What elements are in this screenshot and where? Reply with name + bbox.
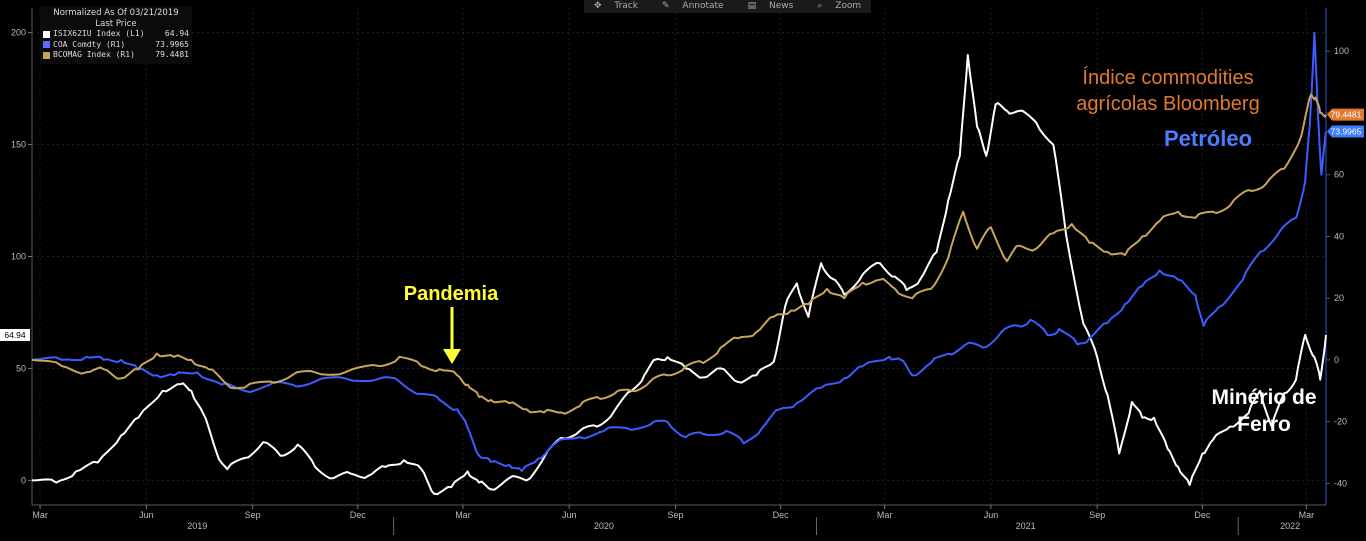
right-tick-label: 20 xyxy=(1334,293,1344,303)
legend-swatch xyxy=(43,30,50,38)
x-year-label: 2020 xyxy=(594,521,614,531)
left-last-value-tag xyxy=(0,328,30,341)
x-tick-label: Dec xyxy=(1194,510,1211,520)
left-tick-label: 100 xyxy=(11,252,26,262)
legend-swatch xyxy=(43,51,50,59)
last-value-tags: 64.94 79.4481 73.9965 xyxy=(0,108,1364,341)
news-icon: ▤ xyxy=(747,1,757,11)
left-axis-ticks: 0 50 100 150 200 xyxy=(11,28,32,485)
chart-grid xyxy=(32,8,1326,505)
legend-series-value: 73.9965 xyxy=(155,39,189,49)
left-tick-label: 200 xyxy=(11,28,26,38)
news-button[interactable]: ▤ News xyxy=(738,0,804,13)
x-year-label: 2019 xyxy=(187,521,207,531)
left-last-value-text: 64.94 xyxy=(4,330,26,340)
x-tick-label: Jun xyxy=(139,510,154,520)
legend-series-name: COA Comdty (R1) xyxy=(53,39,126,49)
x-year-label: 2022 xyxy=(1280,521,1300,531)
x-tick-label: Mar xyxy=(32,510,48,520)
right-tick-label: -20 xyxy=(1334,417,1347,427)
series-lines xyxy=(31,31,1327,496)
x-tick-label: Dec xyxy=(350,510,367,520)
legend-row: COA Comdty (R1) 73.9965 xyxy=(43,40,189,51)
right-tick-label: 60 xyxy=(1334,170,1344,180)
left-tick-label: 50 xyxy=(16,363,26,373)
legend-series-value: 79.4481 xyxy=(155,50,189,59)
track-label: Track xyxy=(614,1,638,11)
zoom-label: Zoom xyxy=(835,1,862,11)
chart-legend: Normalized As Of 03/21/2019 Last Price I… xyxy=(40,6,192,64)
right-tick-label: 100 xyxy=(1334,46,1349,56)
magnifier-icon: ⌕ xyxy=(817,1,823,11)
right-tick-label: 0 xyxy=(1334,355,1339,365)
x-tick-label: Jun xyxy=(984,510,999,520)
iron-ore-label-line2: Ferro xyxy=(1237,413,1291,436)
right-tick-label: 40 xyxy=(1334,231,1344,241)
legend-row: BCOMAG Index (R1) 79.4481 xyxy=(43,50,189,61)
ag-index-label-line2: agrícolas Bloomberg xyxy=(1076,93,1259,115)
legend-header-normalized: Normalized As Of 03/21/2019 xyxy=(53,8,179,18)
ag-index-label-line1: Índice commodities xyxy=(1082,66,1253,89)
left-tick-label: 0 xyxy=(21,475,26,485)
news-label: News xyxy=(768,1,794,11)
pandemia-arrow xyxy=(443,307,461,364)
x-axis-ticks: Mar Jun Sep Dec Mar Jun Sep Dec Mar Jun Sep Dec Mar2… xyxy=(32,505,1314,535)
chart-toolbar: ✥ Track ✎ Annotate ▤ News ⌕ Zoom xyxy=(584,0,872,13)
pencil-icon: ✎ xyxy=(661,1,670,11)
x-tick-label: Mar xyxy=(1299,510,1315,520)
series-line-isix62iu-index xyxy=(31,54,1327,496)
x-year-label: 2021 xyxy=(1016,521,1036,531)
series-line-bcomag-index xyxy=(31,93,1327,415)
right-last-value-tag xyxy=(1327,125,1364,138)
iron-ore-label-line1: Minério de xyxy=(1211,386,1316,409)
x-tick-label: Mar xyxy=(877,510,893,520)
annotate-button[interactable]: ✎ Annotate xyxy=(652,0,734,13)
x-tick-label: Dec xyxy=(773,510,790,520)
right-last-value-text: 73.9965 xyxy=(1331,126,1362,136)
legend-header-last-price: Last Price xyxy=(95,18,137,29)
legend-row: ISIX62IU Index (L1) 64.94 xyxy=(43,29,189,40)
right-last-value-text: 79.4481 xyxy=(1331,110,1362,120)
x-tick-label: Sep xyxy=(245,510,261,520)
legend-series-value: 64.94 xyxy=(164,29,189,38)
series-line-coa-comdty xyxy=(31,31,1327,472)
x-tick-label: Mar xyxy=(455,510,471,520)
petroleo-label: Petróleo xyxy=(1164,126,1252,151)
x-tick-label: Sep xyxy=(668,510,684,520)
right-tick-label: -40 xyxy=(1334,478,1347,488)
track-button[interactable]: ✥ Track xyxy=(584,0,648,13)
x-tick-label: Jun xyxy=(562,510,577,520)
legend-swatch xyxy=(43,41,50,49)
pandemia-label: Pandemia xyxy=(404,283,499,305)
left-tick-label: 150 xyxy=(11,140,26,150)
legend-series-name: BCOMAG Index (R1) xyxy=(53,50,135,59)
x-tick-label: Sep xyxy=(1089,510,1105,520)
legend-series-name: ISIX62IU Index (L1) xyxy=(53,29,145,38)
right-last-value-tag xyxy=(1327,108,1364,121)
annotate-label: Annotate xyxy=(682,1,724,11)
zoom-button[interactable]: ⌕ Zoom xyxy=(807,0,871,13)
crosshair-icon: ✥ xyxy=(594,1,602,11)
